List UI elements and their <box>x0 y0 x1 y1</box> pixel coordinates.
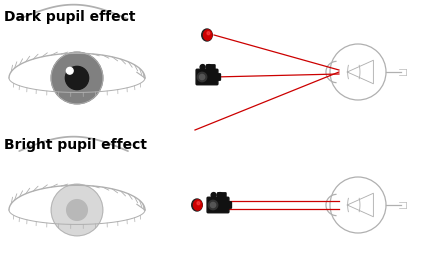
Circle shape <box>197 72 206 82</box>
Circle shape <box>208 200 217 210</box>
FancyBboxPatch shape <box>196 69 218 85</box>
Circle shape <box>51 184 103 236</box>
Ellipse shape <box>201 29 212 41</box>
Circle shape <box>66 67 73 74</box>
FancyBboxPatch shape <box>226 202 231 208</box>
Circle shape <box>211 193 216 198</box>
Ellipse shape <box>193 200 201 210</box>
Circle shape <box>51 52 103 104</box>
FancyBboxPatch shape <box>207 197 228 213</box>
Circle shape <box>217 193 222 198</box>
Circle shape <box>210 202 215 207</box>
Circle shape <box>65 66 89 90</box>
Ellipse shape <box>206 32 209 35</box>
Circle shape <box>206 65 211 70</box>
Text: Bright pupil effect: Bright pupil effect <box>4 138 147 152</box>
Polygon shape <box>9 53 144 92</box>
Text: Dark pupil effect: Dark pupil effect <box>4 10 135 24</box>
FancyBboxPatch shape <box>217 193 225 199</box>
Ellipse shape <box>203 30 212 40</box>
Circle shape <box>200 65 205 70</box>
FancyBboxPatch shape <box>206 65 215 71</box>
Circle shape <box>67 200 87 220</box>
Ellipse shape <box>197 202 200 205</box>
FancyBboxPatch shape <box>215 74 220 80</box>
Ellipse shape <box>191 199 202 211</box>
Polygon shape <box>9 185 144 225</box>
Circle shape <box>199 74 204 80</box>
